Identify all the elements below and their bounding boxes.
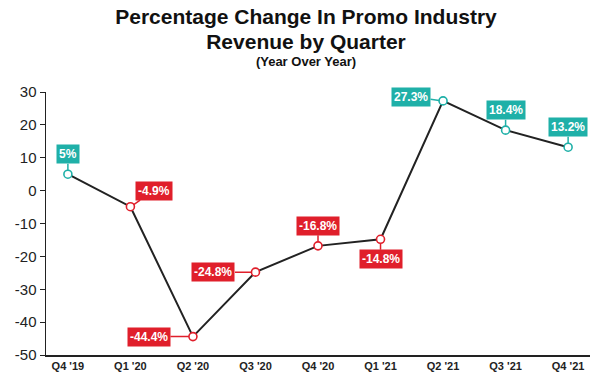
svg-text:Q1 '20: Q1 '20 xyxy=(114,360,147,372)
svg-text:-40: -40 xyxy=(15,313,37,330)
svg-text:10: 10 xyxy=(20,149,37,166)
svg-text:-14.8%: -14.8% xyxy=(362,252,400,266)
svg-text:Q1 '21: Q1 '21 xyxy=(364,360,397,372)
html-text:(Year Over Year): (Year Over Year) xyxy=(255,54,357,69)
svg-text:27.3%: 27.3% xyxy=(394,90,428,104)
svg-text:-30: -30 xyxy=(15,281,37,298)
svg-text:-16.8%: -16.8% xyxy=(299,219,337,233)
svg-text:Q2 '20: Q2 '20 xyxy=(177,360,210,372)
svg-text:-10: -10 xyxy=(15,215,37,232)
svg-text:-50: -50 xyxy=(15,346,37,363)
svg-text:5%: 5% xyxy=(59,147,77,161)
svg-text:Q3 '21: Q3 '21 xyxy=(489,360,522,372)
svg-text:-4.9%: -4.9% xyxy=(138,184,170,198)
svg-text:0: 0 xyxy=(28,182,36,199)
svg-text:18.4%: 18.4% xyxy=(489,103,523,117)
svg-text:-20: -20 xyxy=(15,248,37,265)
svg-text:Q4 '20: Q4 '20 xyxy=(302,360,335,372)
svg-text:Q3 '20: Q3 '20 xyxy=(239,360,272,372)
svg-text:Q2 '21: Q2 '21 xyxy=(427,360,460,372)
svg-text:Q4 '21: Q4 '21 xyxy=(552,360,585,372)
svg-text:30: 30 xyxy=(20,83,37,100)
svg-text:Q4 '19: Q4 '19 xyxy=(52,360,85,372)
svg-text:-24.8%: -24.8% xyxy=(194,265,232,279)
svg-text:-44.4%: -44.4% xyxy=(130,330,168,344)
html-text:Percentage Change In Promo Ind: Percentage Change In Promo Industry Reve… xyxy=(115,5,497,53)
svg-text:13.2%: 13.2% xyxy=(551,120,585,134)
svg-text:20: 20 xyxy=(20,116,37,133)
